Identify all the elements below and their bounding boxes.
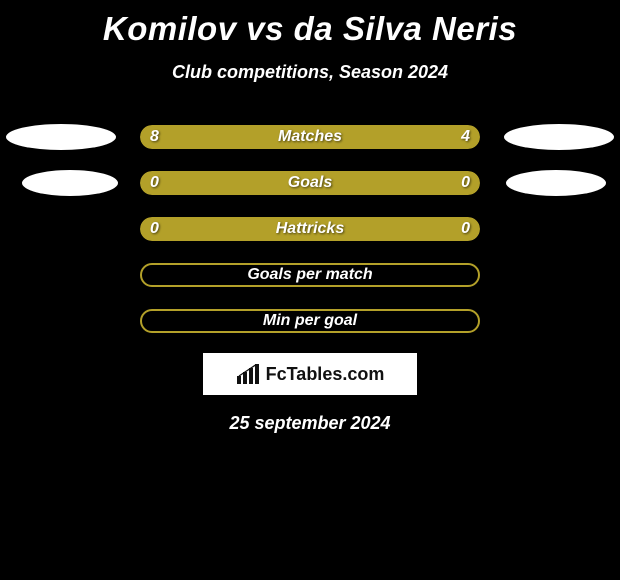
barchart-icon (236, 364, 262, 384)
stat-value-right: 4 (461, 125, 470, 149)
stat-label: Goals (140, 171, 480, 195)
stat-label: Goals per match (140, 263, 480, 287)
stat-value-right: 0 (461, 171, 470, 195)
title-vs: vs (246, 10, 284, 47)
player-left-avatar-placeholder (6, 124, 116, 150)
stat-row: Goals per match (0, 263, 620, 287)
date-line: 25 september 2024 (0, 413, 620, 434)
source-logo-box: FcTables.com (203, 353, 417, 395)
player-right-avatar-placeholder (504, 124, 614, 150)
stat-value-left: 0 (150, 217, 159, 241)
stat-row: Min per goal (0, 309, 620, 333)
stat-row: Goals0 0 (0, 171, 620, 195)
player-left-name: Komilov (103, 10, 237, 47)
source-logo: FcTables.com (236, 364, 385, 385)
stat-value-left: 8 (150, 125, 159, 149)
subtitle: Club competitions, Season 2024 (0, 62, 620, 83)
player-left-avatar-placeholder (22, 170, 118, 196)
stat-row: Matches8 4 (0, 125, 620, 149)
stat-label: Matches (140, 125, 480, 149)
player-right-avatar-placeholder (506, 170, 606, 196)
player-right-name: da Silva Neris (294, 10, 517, 47)
page-title: Komilov vs da Silva Neris (0, 0, 620, 48)
stat-row: Hattricks0 0 (0, 217, 620, 241)
stat-label: Hattricks (140, 217, 480, 241)
comparison-infographic: Komilov vs da Silva Neris Club competiti… (0, 0, 620, 580)
stat-value-left: 0 (150, 171, 159, 195)
stat-value-right: 0 (461, 217, 470, 241)
stat-label: Min per goal (140, 309, 480, 333)
stat-rows: Matches84Goals00Hattricks00Goals per mat… (0, 125, 620, 333)
source-logo-text: FcTables.com (266, 364, 385, 385)
